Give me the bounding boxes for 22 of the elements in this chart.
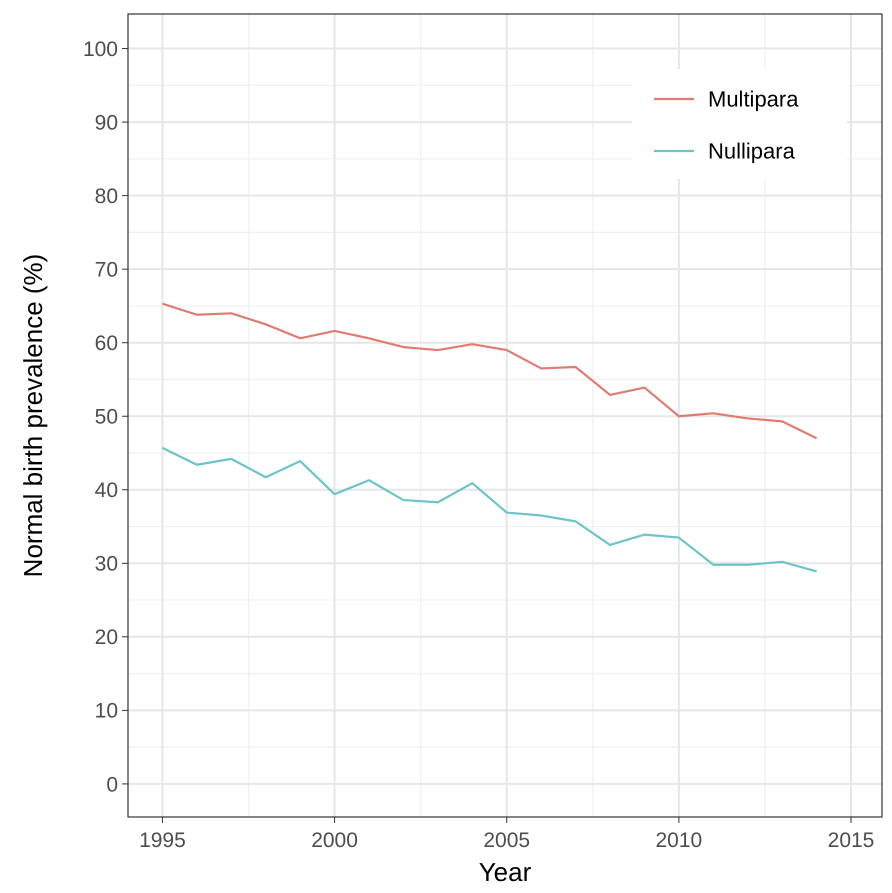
y-tick-label: 0 [106,773,118,796]
y-tick-label: 80 [94,184,118,208]
x-axis-title: Year [478,857,532,887]
line-series [161,446,818,572]
y-tick-label: 40 [94,479,118,502]
y-axis-title: Normal birth prevalence (%) [18,254,48,578]
legend-label: Nullipara [708,138,796,164]
y-tick-label: 10 [94,700,118,723]
y-tick-label: 90 [94,111,118,134]
x-tick-label: 1995 [139,829,186,852]
y-tick-label: 20 [94,626,118,650]
line-series [161,302,818,440]
x-tick-label: 2010 [656,829,702,852]
y-tick-label: 100 [82,38,118,61]
legend-label: Multipara [708,86,800,112]
y-tick-label: 50 [94,406,118,429]
x-tick-label: 2000 [311,829,358,852]
x-tick-label: 2005 [483,829,530,852]
y-tick-label: 30 [94,552,118,576]
x-tick-label: 2015 [828,829,874,852]
y-tick-label: 70 [94,258,118,282]
y-tick-label: 60 [94,332,118,356]
